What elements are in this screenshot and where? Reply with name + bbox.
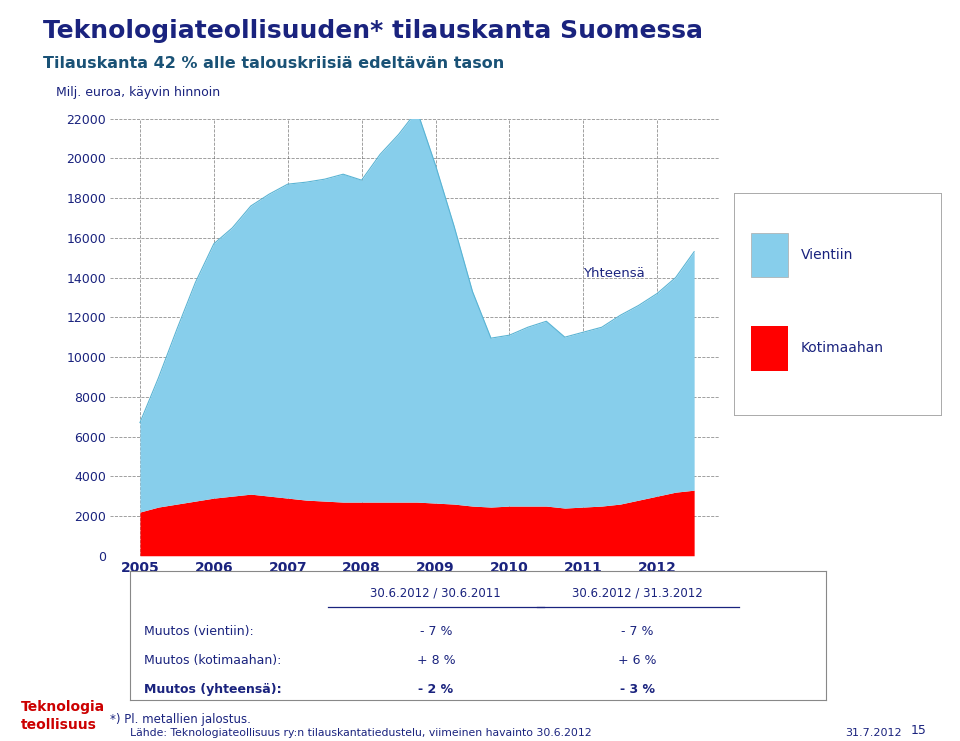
Bar xyxy=(751,233,788,277)
Text: Muutos (kotimaahan):: Muutos (kotimaahan): xyxy=(144,654,281,667)
Text: Vientiin: Vientiin xyxy=(801,248,852,262)
Text: Lähde: Teknologiateollisuus ry:n tilauskantatiedustelu, viimeinen havainto 30.6.: Lähde: Teknologiateollisuus ry:n tilausk… xyxy=(130,728,591,737)
Text: 31.7.2012: 31.7.2012 xyxy=(845,728,901,737)
Text: Kotimaahan: Kotimaahan xyxy=(801,342,883,355)
Text: Yhteensä: Yhteensä xyxy=(584,267,645,280)
Text: Teknologiateollisuuden* tilauskanta Suomessa: Teknologiateollisuuden* tilauskanta Suom… xyxy=(43,19,703,42)
Text: Tilauskanta 42 % alle talouskriisiä edeltävän tason: Tilauskanta 42 % alle talouskriisiä edel… xyxy=(43,56,504,70)
Text: + 6 %: + 6 % xyxy=(618,654,657,667)
Text: - 7 %: - 7 % xyxy=(621,625,654,638)
Text: *) Pl. metallien jalostus.: *) Pl. metallien jalostus. xyxy=(110,713,252,726)
Text: - 2 %: - 2 % xyxy=(419,683,453,697)
Text: Milj. euroa, käyvin hinnoin: Milj. euroa, käyvin hinnoin xyxy=(56,86,220,99)
Text: + 8 %: + 8 % xyxy=(417,654,455,667)
Text: - 7 %: - 7 % xyxy=(420,625,452,638)
Text: 30.6.2012 / 31.3.2012: 30.6.2012 / 31.3.2012 xyxy=(572,586,703,599)
Bar xyxy=(751,326,788,370)
Text: Teknologia
teollisuus: Teknologia teollisuus xyxy=(21,700,106,731)
Text: 15: 15 xyxy=(910,724,926,737)
Text: Muutos (yhteensä):: Muutos (yhteensä): xyxy=(144,683,281,697)
Text: Muutos (vientiin):: Muutos (vientiin): xyxy=(144,625,253,638)
Text: - 3 %: - 3 % xyxy=(620,683,655,697)
Text: 30.6.2012 / 30.6.2011: 30.6.2012 / 30.6.2011 xyxy=(371,586,501,599)
